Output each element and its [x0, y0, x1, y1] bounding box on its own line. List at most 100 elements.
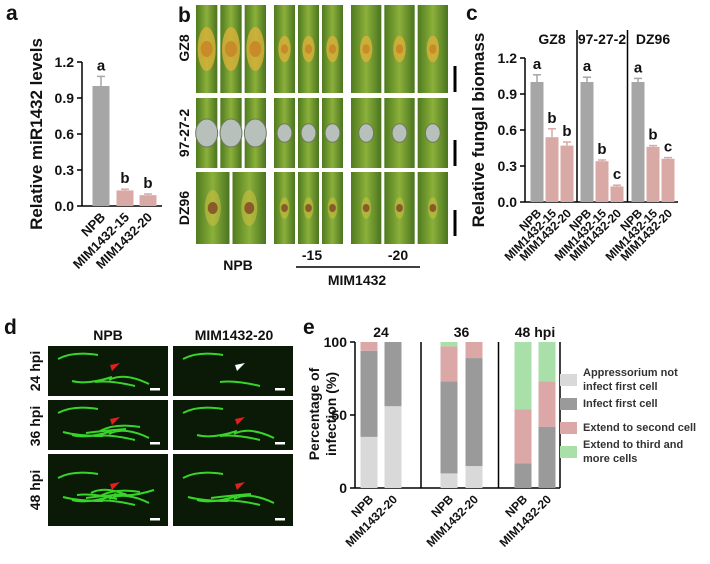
legend-label: Extend to third and more cells — [583, 439, 684, 465]
lesion — [305, 204, 312, 212]
significance-letter: c — [613, 166, 621, 183]
legend-label: Appressorium not infect first cell — [583, 367, 678, 393]
panel-label: d — [4, 316, 17, 339]
bar-segment — [465, 342, 483, 359]
column-label: -15 — [302, 247, 322, 263]
bar-segment — [384, 342, 402, 407]
hypha — [108, 375, 150, 385]
hypha — [71, 376, 113, 384]
y-tick-label: 0.6 — [55, 126, 75, 142]
legend-swatch — [560, 446, 577, 458]
significance-letter: b — [547, 110, 556, 127]
bar — [560, 145, 574, 202]
group-label: 24 — [373, 324, 389, 340]
row-label: GZ8 — [176, 34, 192, 61]
bar — [139, 195, 157, 206]
lesion — [200, 41, 213, 57]
lesion — [362, 204, 370, 212]
lesion — [276, 123, 293, 143]
bar-segment — [538, 381, 556, 427]
bar-segment — [384, 406, 402, 488]
group-label: MIM1432 — [328, 272, 387, 288]
hypha — [62, 431, 104, 437]
y-tick-label: 0.9 — [498, 86, 518, 102]
bar — [545, 137, 559, 202]
row-label: DZ96 — [176, 191, 192, 225]
significance-letter: b — [648, 127, 657, 144]
row-label: 36 hpi — [27, 406, 43, 446]
bar-segment — [514, 409, 532, 464]
lesion — [424, 123, 441, 143]
lesion — [362, 44, 370, 54]
y-axis-label: Percentage of infection (%) — [306, 367, 339, 461]
significance-letter: b — [143, 175, 152, 192]
scale-bar — [150, 518, 160, 521]
bar-segment — [360, 342, 378, 351]
significance-letter: b — [120, 170, 129, 187]
panel-label: b — [178, 4, 191, 27]
lesion — [396, 204, 403, 212]
hypha — [182, 406, 224, 414]
lesion — [244, 202, 255, 214]
legend-swatch — [560, 374, 577, 386]
bar — [530, 82, 544, 202]
panel-label: a — [6, 2, 18, 25]
lesion — [195, 118, 219, 148]
panel-label: e — [303, 316, 315, 339]
legend-label: Infect first cell — [583, 398, 658, 410]
bar — [610, 186, 624, 202]
micrograph — [173, 454, 293, 526]
arrow — [110, 417, 120, 425]
bar — [116, 190, 134, 206]
lesion — [281, 204, 288, 212]
lesion — [391, 123, 408, 143]
column-label: -20 — [388, 247, 408, 263]
significance-letter: a — [634, 59, 643, 76]
bar-segment — [514, 463, 532, 488]
panel-label: c — [466, 2, 478, 25]
group-label: 36 — [454, 324, 470, 340]
lesion — [328, 44, 337, 54]
bar — [646, 146, 660, 202]
y-tick-label: 1.2 — [55, 54, 75, 70]
y-tick-label: 100 — [324, 334, 348, 350]
y-tick-label: 0 — [339, 480, 347, 496]
group-label: DZ96 — [636, 31, 670, 47]
lesion — [358, 123, 375, 143]
scale-bar — [150, 388, 160, 391]
arrow — [235, 363, 245, 371]
hypha — [99, 424, 141, 432]
lesion — [207, 202, 218, 214]
hypha — [196, 430, 238, 438]
bar — [92, 86, 110, 206]
row-label: 24 hpi — [27, 351, 43, 391]
arrow — [235, 417, 245, 425]
bar-segment — [440, 342, 458, 347]
lesion — [304, 44, 313, 54]
lesion — [429, 204, 437, 212]
group-label: 48 hpi — [515, 324, 555, 340]
column-label: MIM1432-20 — [195, 327, 274, 343]
bar-segment — [538, 426, 556, 488]
legend-label: Extend to second cell — [583, 422, 697, 434]
y-axis-label: Relative miR1432 levels — [27, 38, 46, 230]
hypha — [219, 380, 261, 387]
group-label: GZ8 — [538, 31, 565, 47]
y-tick-label: 0.0 — [498, 194, 518, 210]
significance-letter: a — [97, 57, 106, 74]
lesion — [225, 41, 237, 57]
bar — [580, 82, 594, 202]
lesion — [219, 118, 243, 148]
hypha — [85, 428, 127, 434]
scale-bar — [150, 442, 160, 445]
microscopy-photos — [48, 346, 293, 526]
bar-segment — [440, 473, 458, 488]
bar-segment — [465, 466, 483, 488]
hypha — [233, 494, 275, 504]
hypha — [187, 496, 229, 502]
hypha — [57, 471, 99, 479]
bar-segment — [360, 436, 378, 488]
significance-letter: c — [664, 139, 672, 156]
arrow — [110, 482, 120, 490]
